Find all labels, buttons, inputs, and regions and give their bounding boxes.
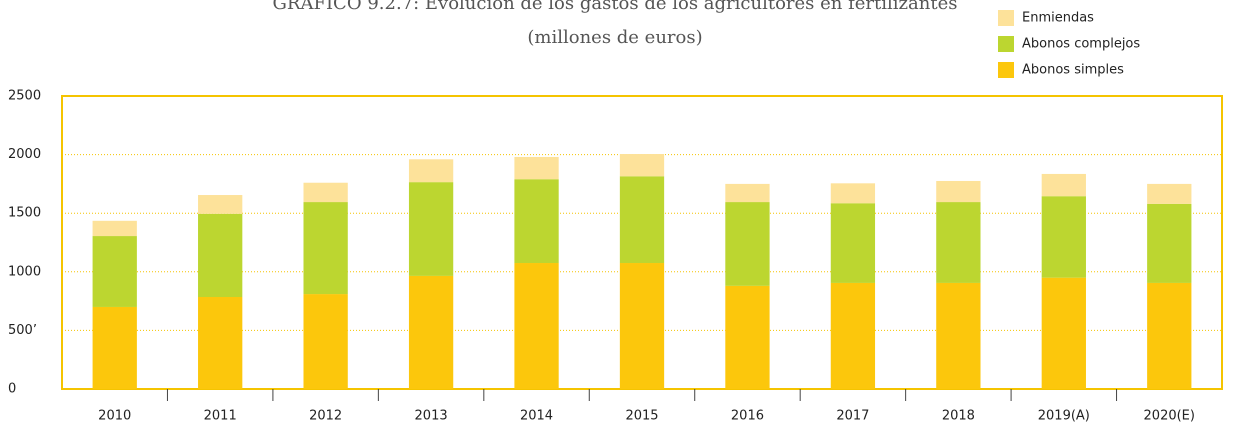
bar-segment: [725, 202, 770, 286]
bar-segment: [198, 213, 243, 297]
y-tick-label: 500’: [8, 323, 37, 338]
bar-segment: [514, 263, 559, 389]
x-tick-label: 2013: [415, 409, 448, 424]
x-tick-label: 2019(A): [1038, 409, 1090, 424]
bar-segment: [198, 296, 243, 389]
y-tick-label: 0: [8, 382, 16, 397]
bar-segment: [725, 183, 770, 203]
bar-segment: [619, 263, 665, 389]
bar-segment: [619, 176, 665, 264]
bar-segment: [1147, 203, 1192, 283]
x-tick-label: 2017: [836, 409, 869, 424]
bar-segment: [514, 179, 559, 264]
y-tick-label: 2500: [8, 89, 41, 104]
legend-swatch: [998, 36, 1014, 52]
bar-segment: [92, 306, 137, 389]
x-tick-label: 2012: [309, 409, 342, 424]
bar-segment: [725, 285, 770, 389]
bar-segment: [1041, 173, 1086, 197]
y-tick-label: 2000: [8, 147, 41, 162]
bar-segment: [830, 282, 876, 389]
chart-subtitle: (millones de euros): [527, 27, 702, 48]
x-tick-label: 2018: [942, 409, 975, 424]
bar-segment: [408, 182, 454, 276]
bar-segment: [408, 159, 454, 183]
legend-label: Abonos complejos: [1022, 37, 1140, 52]
bar-segment: [936, 282, 981, 389]
bar-segment: [303, 182, 348, 203]
y-tick-label: 1000: [8, 264, 41, 279]
x-tick-label: 2014: [520, 409, 553, 424]
x-tick-label: 2011: [204, 409, 237, 424]
chart-title: GRÁFICO 9.2.7: Evolución de los gastos d…: [273, 0, 958, 14]
x-tick-label: 2015: [625, 409, 658, 424]
bar-segment: [1147, 282, 1192, 389]
x-tick-label: 2016: [731, 409, 764, 424]
bar-segment: [1041, 196, 1086, 278]
legend-label: Abonos simples: [1022, 63, 1124, 78]
bar-segment: [303, 294, 348, 389]
bar-segment: [92, 220, 137, 237]
bar-segment: [92, 236, 137, 307]
bar-segment: [830, 183, 876, 204]
bar-segment: [1147, 183, 1192, 204]
bar-segment: [830, 203, 876, 283]
legend-swatch: [998, 10, 1014, 26]
bar-segment: [303, 202, 348, 295]
bar-segment: [198, 195, 243, 214]
bar-segment: [408, 275, 454, 389]
x-tick-label: 2020(E): [1144, 409, 1195, 424]
bar-segment: [514, 156, 559, 180]
legend-swatch: [998, 62, 1014, 78]
legend-label: Enmiendas: [1022, 11, 1094, 26]
bar-segment: [1041, 277, 1086, 389]
bar-segment: [936, 180, 981, 203]
y-tick-label: 1500: [8, 206, 41, 221]
bar-segment: [936, 202, 981, 283]
x-tick-label: 2010: [98, 409, 131, 424]
bar-segment: [619, 154, 665, 177]
